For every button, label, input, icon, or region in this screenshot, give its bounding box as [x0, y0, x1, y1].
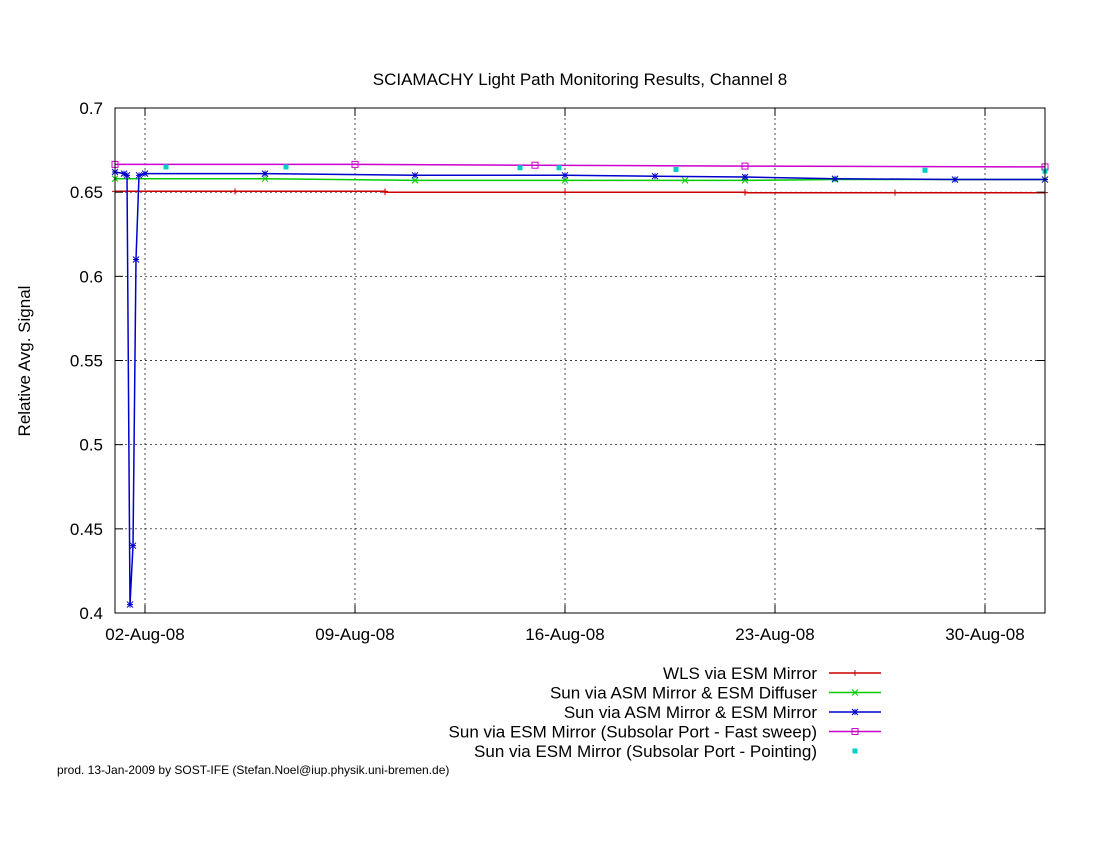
data-point	[163, 164, 169, 170]
data-point	[556, 165, 562, 171]
series-4	[111, 160, 1049, 171]
data-point	[852, 748, 858, 754]
data-point	[261, 170, 269, 178]
data-point	[892, 189, 898, 196]
legend-label: WLS via ESM Mirror	[663, 664, 817, 683]
series-line	[114, 171, 1045, 605]
y-axis: 0.4 0.45 0.5 0.55 0.6 0.65 0.7	[70, 99, 1045, 623]
series-3	[111, 168, 1049, 608]
legend-label: Sun via ASM Mirror & ESM Diffuser	[550, 684, 817, 703]
data-point	[831, 175, 839, 183]
data-point	[411, 177, 419, 184]
data-point	[382, 189, 388, 196]
y-axis-label: Relative Avg. Signal	[15, 286, 34, 437]
series-layer	[111, 160, 1049, 608]
data-point	[129, 542, 137, 550]
y-tick-label: 0.45	[70, 520, 103, 539]
grid-lines	[115, 108, 1045, 613]
data-point	[852, 670, 858, 676]
series-1	[112, 188, 1048, 196]
data-point	[351, 160, 359, 168]
data-point	[951, 176, 959, 183]
data-point	[681, 177, 689, 184]
y-tick-label: 0.6	[79, 267, 103, 286]
series-line	[115, 163, 1046, 168]
legend-label: Sun via ESM Mirror (Subsolar Port - Fast…	[449, 723, 817, 742]
data-point	[531, 161, 539, 169]
x-tick-label: 30-Aug-08	[945, 625, 1024, 644]
data-point	[232, 188, 238, 195]
series-line	[115, 190, 1045, 194]
x-axis: 02-Aug-08 09-Aug-08 16-Aug-08 23-Aug-08 30-A…	[105, 108, 1025, 644]
y-tick-label: 0.55	[70, 352, 103, 371]
data-point	[922, 167, 928, 173]
data-point	[562, 189, 568, 196]
data-point	[651, 172, 659, 180]
legend-label: Sun via ASM Mirror & ESM Mirror	[564, 703, 817, 722]
footer-credit: prod. 13-Jan-2009 by SOST-IFE (Stefan.No…	[57, 763, 450, 777]
data-point	[741, 173, 749, 181]
x-tick-label: 16-Aug-08	[525, 625, 604, 644]
data-point	[561, 177, 569, 184]
data-point	[141, 170, 149, 178]
data-point	[120, 170, 128, 178]
data-point	[132, 256, 140, 263]
data-point	[123, 171, 131, 179]
x-tick-label: 09-Aug-08	[315, 625, 394, 644]
data-point	[135, 171, 143, 179]
y-tick-label: 0.5	[79, 436, 103, 455]
data-point	[561, 171, 569, 179]
data-point	[851, 728, 859, 735]
chart-title: SCIAMACHY Light Path Monitoring Results,…	[373, 70, 788, 89]
data-point	[411, 171, 419, 179]
legend-label: Sun via ESM Mirror (Subsolar Port - Poin…	[474, 742, 817, 761]
data-point	[741, 162, 749, 170]
data-point	[851, 689, 859, 696]
data-point	[283, 164, 289, 170]
data-point	[126, 601, 134, 608]
x-tick-label: 02-Aug-08	[105, 625, 184, 644]
data-point	[517, 165, 523, 171]
y-tick-label: 0.65	[70, 183, 103, 202]
data-point	[742, 189, 748, 196]
y-tick-label: 0.7	[79, 99, 103, 118]
data-point	[261, 175, 269, 183]
x-tick-label: 23-Aug-08	[735, 625, 814, 644]
y-tick-label: 0.4	[79, 604, 103, 623]
data-point	[673, 166, 679, 172]
data-point	[851, 708, 859, 716]
